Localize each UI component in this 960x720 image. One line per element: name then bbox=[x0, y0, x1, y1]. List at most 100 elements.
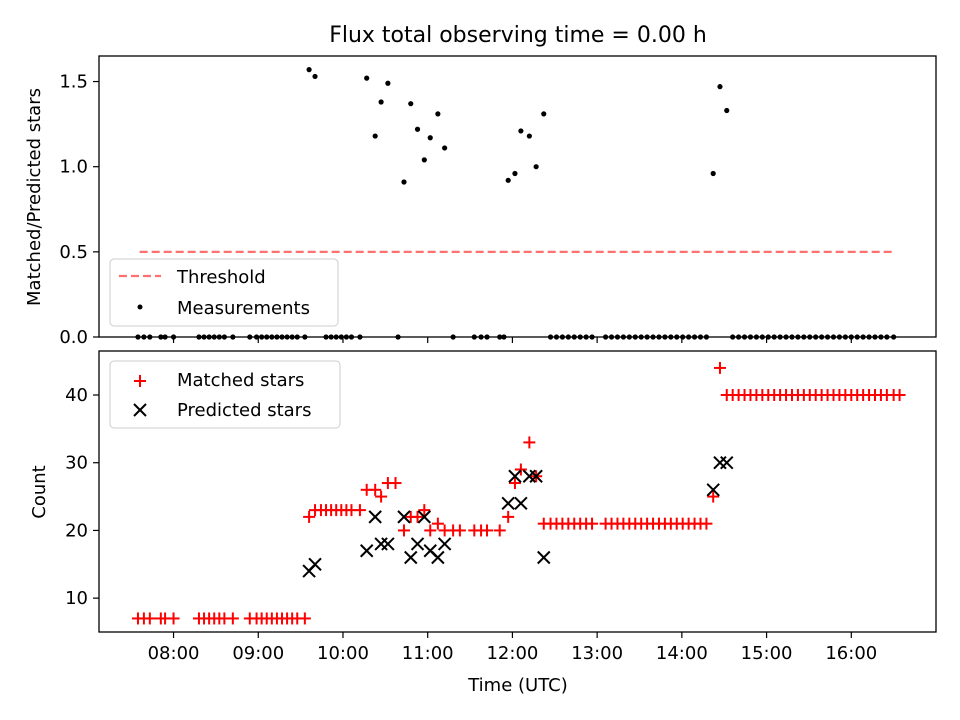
matched-star-point bbox=[353, 504, 366, 517]
measurement-point bbox=[414, 126, 421, 132]
predicted-star-point bbox=[308, 557, 322, 571]
matched-star-point bbox=[411, 510, 424, 523]
measurement-point bbox=[364, 75, 370, 81]
count-y-tick-label: 10 bbox=[65, 588, 88, 609]
predicted-star-point bbox=[706, 483, 720, 497]
x-tick-label: 14:00 bbox=[656, 643, 708, 664]
matched-star-point bbox=[226, 612, 239, 625]
x-tick-label: 15:00 bbox=[741, 643, 793, 664]
matched-star-point bbox=[298, 612, 311, 625]
ratio-y-tick-label: 0.5 bbox=[59, 242, 88, 263]
predicted-star-point bbox=[417, 510, 432, 524]
predicted-star-point bbox=[431, 550, 445, 565]
matched-star-point bbox=[389, 477, 402, 490]
measurement-point bbox=[505, 177, 511, 183]
ratio-y-tick-label: 1.5 bbox=[59, 72, 88, 93]
matched-star-point bbox=[502, 510, 515, 523]
measurement-point bbox=[442, 145, 448, 151]
measurement-point bbox=[421, 157, 427, 163]
measurement-point bbox=[401, 179, 407, 185]
legend-matched-swatch bbox=[134, 375, 146, 387]
x-tick-label: 10:00 bbox=[317, 643, 369, 664]
measurement-point bbox=[512, 170, 518, 177]
ratio-plot-area bbox=[135, 67, 897, 340]
measurement-point bbox=[306, 67, 312, 73]
matched-star-point bbox=[493, 524, 506, 537]
legend-label-measurements: Measurements bbox=[177, 298, 310, 319]
count-legend: Matched stars Predicted stars bbox=[109, 360, 341, 429]
legend-predicted-swatch bbox=[133, 403, 147, 417]
predicted-star-point bbox=[437, 537, 452, 551]
legend-label-predicted: Predicted stars bbox=[177, 400, 311, 421]
predicted-star-point bbox=[514, 496, 528, 511]
count-panel: Count Time (UTC) 10 20 30 40 08:00 09:00 10:00… bbox=[29, 350, 937, 696]
count-y-tick-label: 20 bbox=[65, 520, 88, 541]
ratio-y-tick-label: 0.0 bbox=[59, 327, 88, 348]
x-tick-label: 09:00 bbox=[232, 643, 284, 664]
matched-star-point bbox=[369, 483, 382, 496]
measurement-point bbox=[378, 99, 384, 105]
matched-star-point bbox=[586, 517, 599, 530]
measurement-point bbox=[724, 107, 730, 114]
measurement-point bbox=[717, 84, 723, 90]
matched-star-point bbox=[303, 510, 316, 523]
measurement-point bbox=[435, 111, 441, 117]
y-axis-label-count: Count bbox=[29, 465, 50, 518]
predicted-star-point bbox=[368, 510, 382, 524]
matched-star-point bbox=[143, 612, 156, 625]
ratio-panel: Flux total observing time = 0.00 h Match… bbox=[24, 23, 937, 348]
matched-star-point bbox=[375, 490, 388, 503]
count-y-tick-label: 30 bbox=[65, 453, 88, 474]
measurement-point bbox=[518, 128, 524, 134]
count-plot-area bbox=[131, 361, 906, 625]
predicted-star-point bbox=[410, 537, 425, 551]
ratio-axis-ticks: 0.0 0.5 1.0 1.5 bbox=[59, 72, 852, 348]
legend-label-threshold: Threshold bbox=[176, 267, 266, 288]
count-axis-ticks: 10 20 30 40 08:00 09:00 10:00 11:00 12:00 13:00 14… bbox=[65, 385, 877, 664]
predicted-star-point bbox=[720, 456, 734, 470]
measurement-point bbox=[541, 111, 547, 117]
x-tick-label: 13:00 bbox=[571, 643, 623, 664]
predicted-star-point bbox=[359, 544, 374, 558]
measurement-point bbox=[427, 135, 433, 141]
measurement-point bbox=[533, 164, 539, 170]
matched-star-point bbox=[713, 361, 726, 374]
matched-star-point bbox=[424, 524, 437, 537]
matched-star-point bbox=[397, 524, 410, 537]
predicted-star-point bbox=[508, 469, 522, 483]
count-axes-frame bbox=[98, 350, 937, 633]
x-tick-label: 16:00 bbox=[825, 643, 877, 664]
count-legend-box bbox=[109, 360, 341, 429]
predicted-star-point bbox=[397, 510, 411, 524]
predicted-star-point bbox=[404, 550, 418, 565]
ratio-axes-frame bbox=[98, 55, 937, 338]
x-tick-label: 08:00 bbox=[148, 643, 200, 664]
chart-title: Flux total observing time = 0.00 h bbox=[329, 23, 707, 48]
count-y-tick-label: 40 bbox=[65, 385, 88, 406]
measurement-point bbox=[385, 80, 391, 86]
measurement-point bbox=[710, 170, 716, 177]
predicted-star-point bbox=[529, 469, 543, 483]
predicted-star-point bbox=[501, 496, 515, 511]
ratio-y-tick-label: 1.0 bbox=[59, 157, 88, 178]
matched-star-point bbox=[508, 477, 521, 490]
measurement-point bbox=[372, 133, 378, 139]
y-axis-label-ratio: Matched/Predicted stars bbox=[24, 88, 45, 306]
matched-star-point bbox=[453, 524, 466, 537]
matched-star-point bbox=[167, 612, 180, 625]
measurement-point bbox=[408, 101, 414, 107]
matched-star-point bbox=[893, 389, 906, 402]
matched-star-point bbox=[707, 490, 720, 503]
matched-star-point bbox=[514, 463, 527, 476]
measurement-point bbox=[526, 133, 532, 139]
ratio-legend-box bbox=[109, 258, 339, 327]
ratio-legend: Threshold Measurements bbox=[109, 258, 339, 327]
matched-star-point bbox=[418, 504, 431, 517]
matched-star-point bbox=[523, 436, 536, 449]
matched-star-point bbox=[700, 517, 713, 530]
x-tick-label: 12:00 bbox=[486, 643, 538, 664]
legend-label-matched: Matched stars bbox=[177, 370, 304, 391]
x-tick-label: 11:00 bbox=[402, 643, 454, 664]
predicted-star-point bbox=[381, 537, 395, 551]
